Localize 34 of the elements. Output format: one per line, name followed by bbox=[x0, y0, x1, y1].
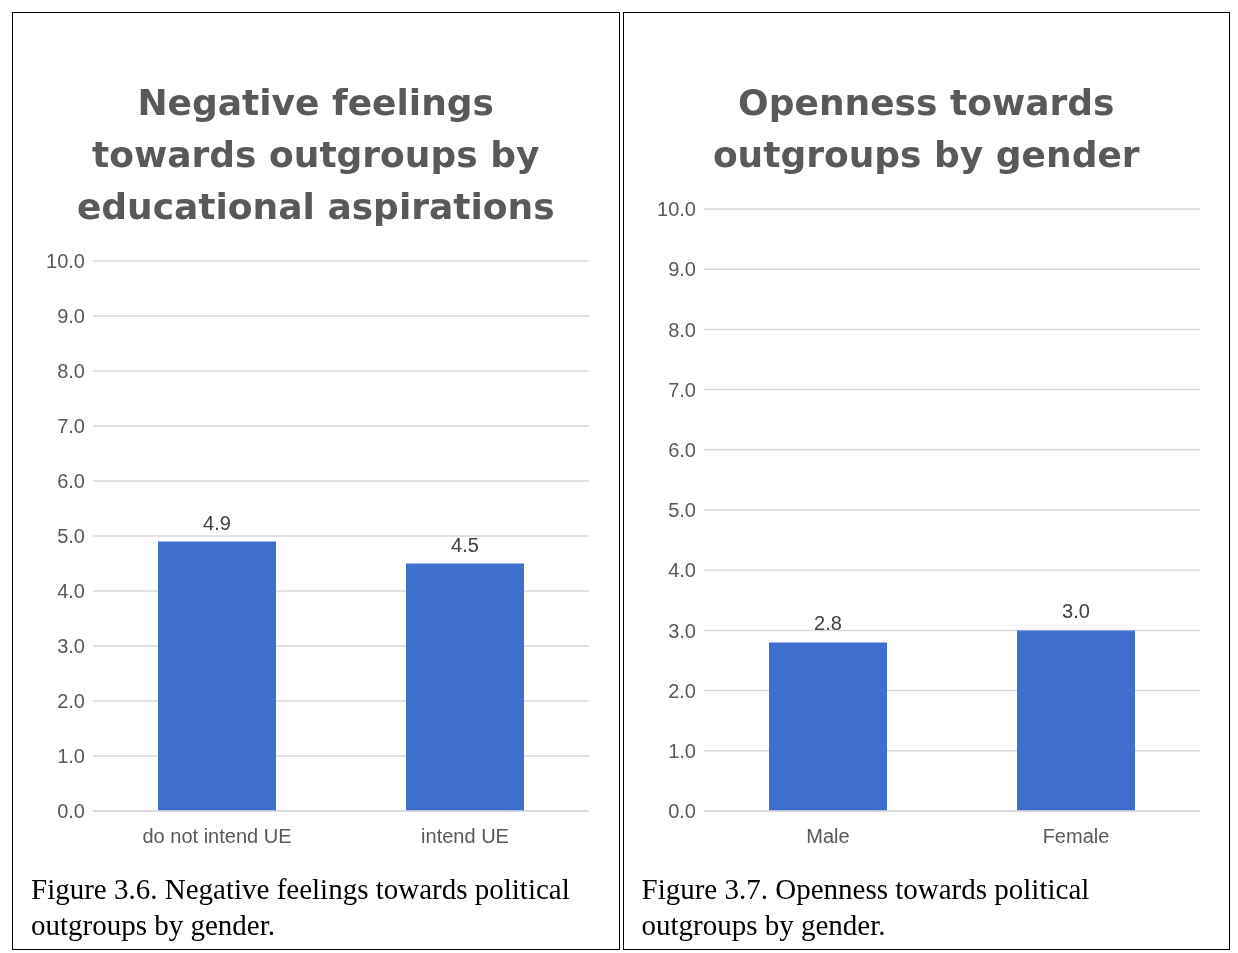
chart-title: Negative feelings towards outgroups by educational aspirations bbox=[75, 81, 556, 229]
y-tick-label: 5.0 bbox=[57, 525, 85, 548]
x-tick-label: Female bbox=[1042, 825, 1109, 848]
x-tick-label: intend UE bbox=[421, 825, 509, 848]
x-tick-label: Male bbox=[805, 825, 850, 848]
y-tick-label: 8.0 bbox=[667, 318, 696, 341]
data-label: 3.0 bbox=[1061, 600, 1090, 623]
y-tick-label: 5.0 bbox=[667, 499, 696, 522]
y-tick-label: 4.0 bbox=[57, 580, 85, 603]
y-tick-label: 6.0 bbox=[57, 470, 85, 493]
x-tick-label: do not intend UE bbox=[142, 825, 292, 848]
y-tick-label: 3.0 bbox=[57, 635, 85, 658]
data-label: 2.8 bbox=[813, 612, 842, 635]
y-tick-label: 0.0 bbox=[57, 800, 85, 823]
y-tick-label: 1.0 bbox=[667, 739, 696, 762]
data-label: 4.9 bbox=[203, 511, 231, 534]
y-tick-label: 3.0 bbox=[667, 619, 696, 642]
y-tick-label: 10.0 bbox=[656, 198, 696, 221]
chart-title: Openness towards outgroups by gender bbox=[711, 81, 1141, 177]
caption: Figure 3.6. Negative feelings towards political outgroups by gender. bbox=[31, 872, 571, 943]
y-tick-label: 4.0 bbox=[667, 559, 696, 582]
y-tick-label: 7.0 bbox=[667, 378, 696, 401]
y-tick-label: 2.0 bbox=[57, 690, 85, 713]
y-tick-label: 1.0 bbox=[57, 745, 85, 768]
y-tick-label: 8.0 bbox=[57, 360, 85, 383]
caption: Figure 3.7. Openness towards political outgroups by gender. bbox=[641, 872, 1091, 943]
y-tick-label: 7.0 bbox=[57, 415, 85, 438]
y-tick-label: 6.0 bbox=[667, 438, 696, 461]
y-tick-label: 9.0 bbox=[57, 305, 85, 328]
y-tick-label: 0.0 bbox=[667, 800, 696, 823]
y-tick-label: 2.0 bbox=[667, 679, 696, 702]
y-tick-label: 9.0 bbox=[667, 258, 696, 281]
data-label: 4.5 bbox=[451, 533, 479, 556]
y-tick-label: 10.0 bbox=[46, 250, 85, 273]
